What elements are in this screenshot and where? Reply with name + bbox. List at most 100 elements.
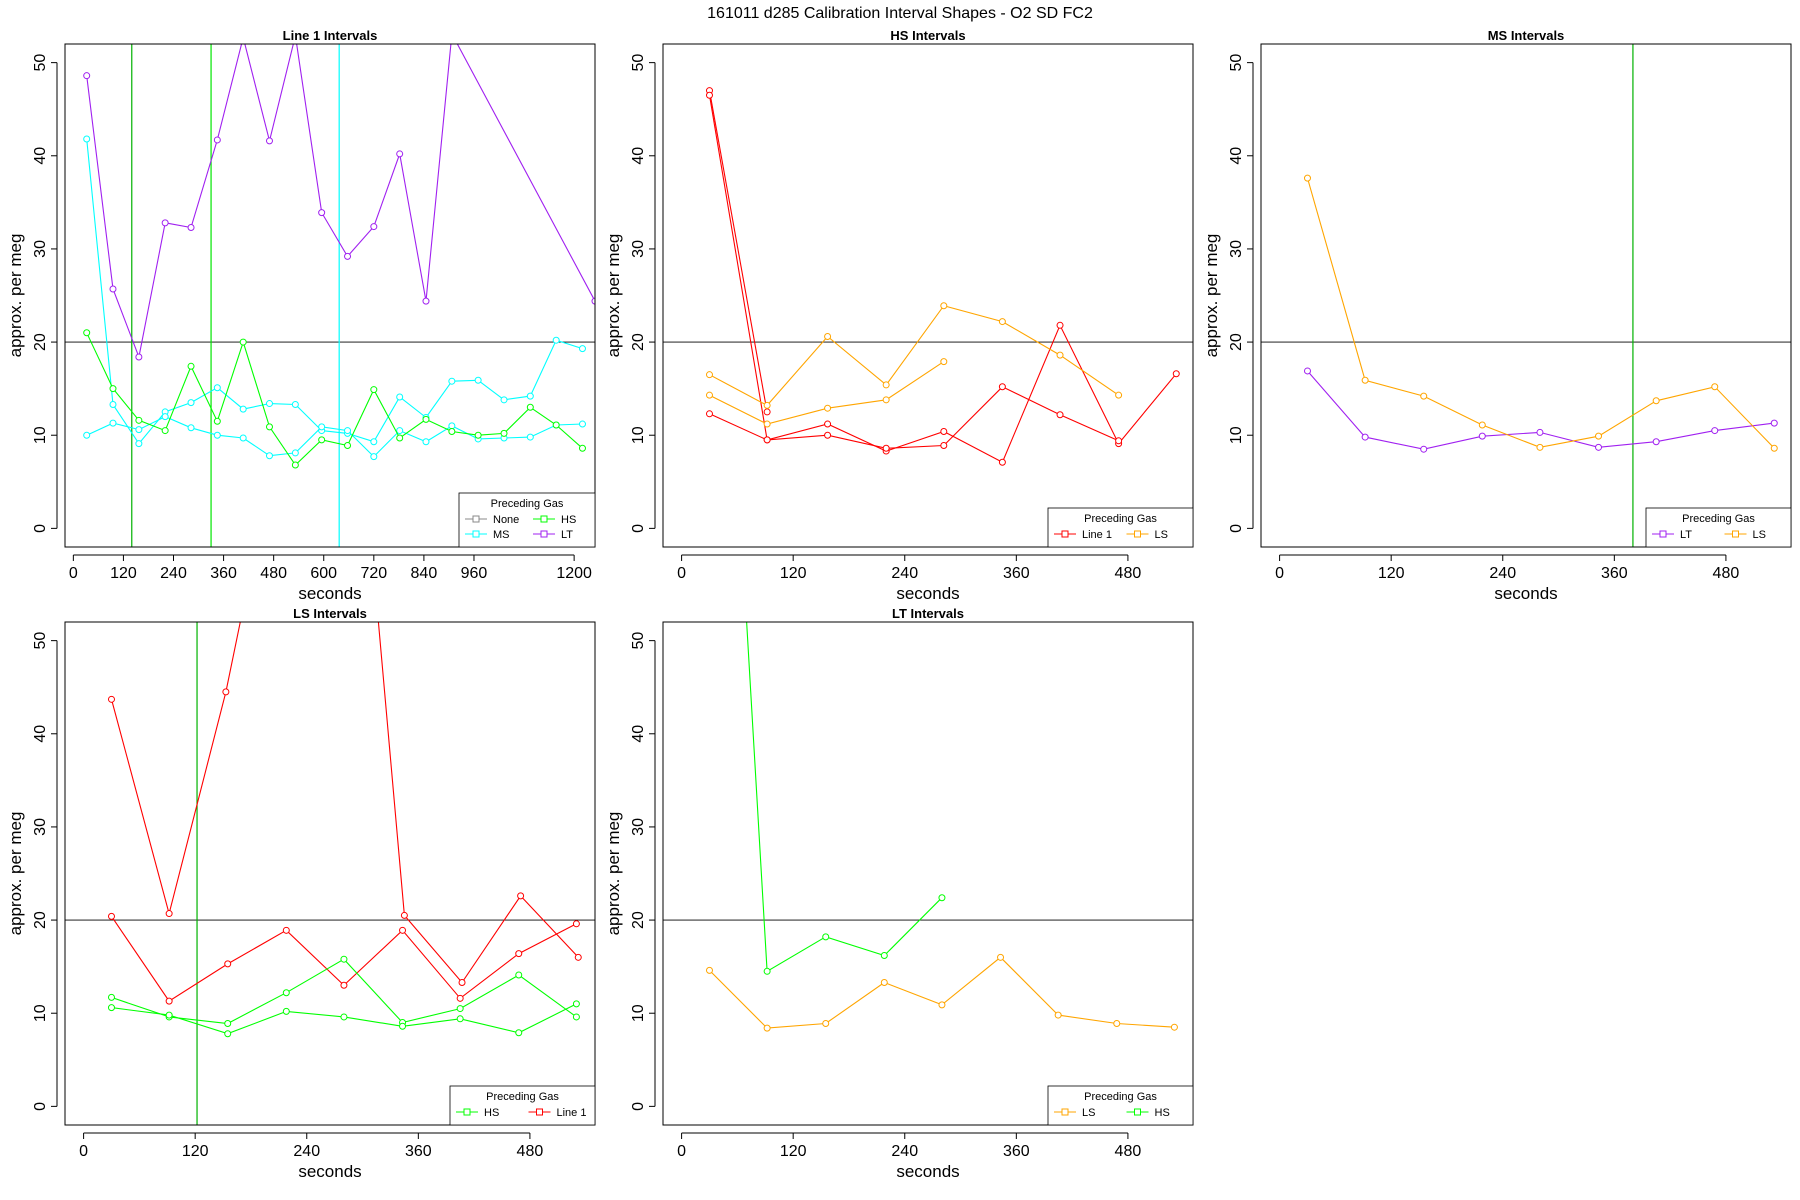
legend-title: Preceding Gas: [1084, 1091, 1157, 1103]
legend-swatch-marker: [540, 515, 548, 523]
data-point: [997, 953, 1005, 961]
data-point: [1361, 433, 1369, 441]
data-point: [370, 438, 378, 446]
data-point: [165, 910, 173, 918]
data-point: [83, 329, 91, 337]
data-point: [763, 967, 771, 975]
data-point: [448, 377, 456, 385]
data-point: [213, 417, 221, 425]
data-point: [399, 1022, 407, 1030]
y-tick-label: 20: [32, 333, 49, 351]
data-point: [1595, 443, 1603, 451]
data-point: [998, 458, 1006, 466]
legend: Preceding Gas None HS MS LT: [458, 492, 596, 548]
legend-label: Line 1: [1082, 529, 1112, 541]
y-tick-label: 40: [32, 147, 49, 165]
plot-area: [663, 87, 1193, 466]
x-tick-label: 480: [260, 565, 287, 582]
data-point: [213, 384, 221, 392]
data-point: [1536, 428, 1544, 436]
data-point: [344, 427, 352, 435]
chart-panel: LS Intervals 0 120 240 360 480 seconds 0 10 20 30 4…: [6, 606, 596, 1181]
data-point: [1172, 370, 1180, 378]
legend-box: [1047, 507, 1194, 548]
data-point: [282, 989, 290, 997]
data-point: [107, 695, 115, 703]
data-point: [1770, 444, 1778, 452]
data-point: [572, 1013, 580, 1021]
data-point: [1170, 1023, 1178, 1031]
data-point: [187, 362, 195, 370]
data-point: [239, 434, 247, 442]
y-tick-label: 20: [630, 333, 647, 351]
data-point: [572, 920, 580, 928]
y-axis-label: approx. per meg: [6, 234, 25, 358]
y-tick-label: 30: [630, 240, 647, 258]
y-tick-label: 20: [630, 911, 647, 929]
y-tick-label: 10: [32, 426, 49, 444]
x-tick-label: 0: [69, 565, 78, 582]
chart-title: LS Intervals: [293, 606, 367, 621]
y-tick-label: 0: [1228, 524, 1245, 533]
data-point: [291, 461, 299, 469]
data-point: [474, 376, 482, 384]
legend-box: [449, 1085, 596, 1126]
y-tick-label: 50: [32, 632, 49, 650]
data-point: [824, 420, 832, 428]
data-point: [187, 224, 195, 232]
legend-label: LS: [1082, 1107, 1095, 1119]
x-axis-label: seconds: [1494, 584, 1557, 603]
data-point: [763, 408, 771, 416]
data-point: [1113, 1019, 1121, 1027]
data-point: [824, 332, 832, 340]
legend-swatch-marker: [1732, 530, 1739, 538]
data-point: [109, 419, 117, 427]
data-point: [1115, 391, 1123, 399]
legend-label: HS: [1155, 1107, 1170, 1119]
data-point: [526, 403, 534, 411]
x-tick-label: 0: [677, 1143, 686, 1160]
y-tick-label: 0: [630, 524, 647, 533]
data-point: [763, 1024, 771, 1032]
series-line: [709, 386, 1119, 449]
data-point: [109, 385, 117, 393]
y-tick-label: 40: [630, 147, 647, 165]
data-point: [456, 994, 464, 1002]
data-point: [370, 223, 378, 231]
x-tick-label: 480: [1115, 1143, 1142, 1160]
data-point: [109, 285, 117, 293]
plot-area: [65, 44, 595, 547]
data-point: [763, 436, 771, 444]
data-point: [399, 926, 407, 934]
legend-label: None: [493, 514, 519, 526]
data-point: [882, 444, 890, 452]
x-tick-label: 120: [780, 565, 807, 582]
data-point: [187, 424, 195, 432]
x-tick-label: 960: [461, 565, 488, 582]
legend-label: LS: [1155, 529, 1168, 541]
data-point: [882, 396, 890, 404]
x-tick-label: 720: [360, 565, 387, 582]
legend-label: Line 1: [557, 1107, 587, 1119]
data-point: [998, 318, 1006, 326]
legend: Preceding Gas Line 1 LS: [1047, 507, 1194, 548]
y-tick-label: 20: [32, 911, 49, 929]
y-tick-label: 50: [630, 54, 647, 72]
x-tick-label: 360: [1003, 565, 1030, 582]
data-point: [224, 960, 232, 968]
data-point: [340, 1013, 348, 1021]
data-point: [940, 427, 948, 435]
data-point: [165, 1011, 173, 1019]
data-point: [1056, 321, 1064, 329]
data-point: [222, 688, 230, 696]
plot-frame: [662, 43, 1194, 548]
data-point: [400, 911, 408, 919]
data-point: [107, 993, 115, 1001]
legend-swatch-marker: [1061, 1108, 1069, 1116]
legend-swatch-marker: [540, 530, 548, 538]
legend: Preceding Gas LS HS: [1047, 1085, 1194, 1126]
data-point: [763, 401, 771, 409]
x-tick-label: 240: [891, 565, 918, 582]
chart-title: MS Intervals: [1488, 28, 1565, 43]
data-point: [239, 338, 247, 346]
